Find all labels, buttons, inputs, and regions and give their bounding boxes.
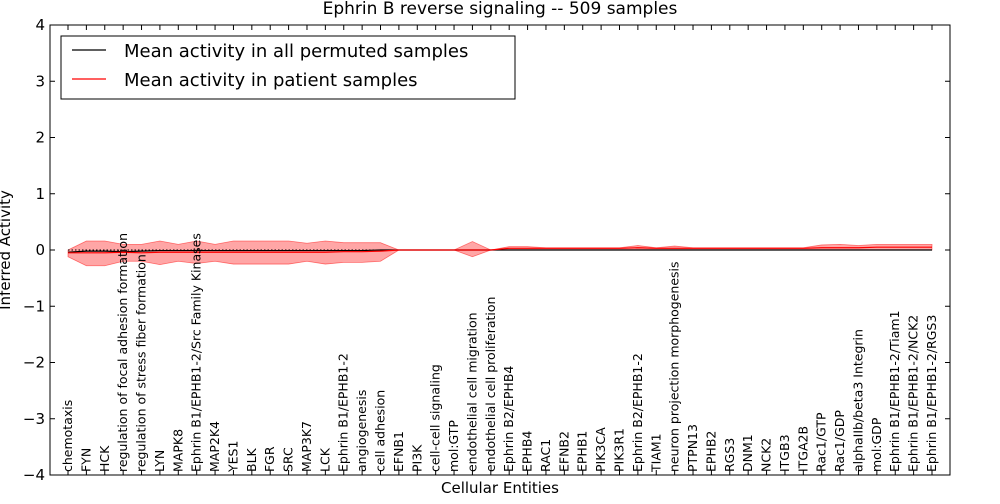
x-tick-label: Ephrin B2/EPHB1-2: [630, 353, 645, 472]
x-tick-label: FGR: [262, 446, 277, 472]
x-tick-label: MAP3K7: [299, 421, 314, 472]
x-tick-label: Rac1/GDP: [832, 410, 847, 472]
y-tick-label: 1: [35, 185, 45, 203]
x-tick-label: PTPN13: [685, 424, 700, 472]
x-tick-label: BLK: [244, 447, 259, 472]
x-tick-label: mol:GDP: [869, 417, 884, 472]
x-tick-label: RGS3: [722, 438, 737, 472]
y-tick-label: 4: [35, 16, 45, 34]
x-tick-label: NCK2: [759, 438, 774, 472]
x-tick-label: EPHB4: [520, 431, 535, 472]
y-tick-label: −1: [23, 297, 45, 315]
x-tick-label: Ephrin B1/EPHB1-2/RGS3: [924, 315, 939, 472]
x-tick-label: PIK3CA: [593, 427, 608, 472]
legend-label-patient: Mean activity in patient samples: [124, 70, 418, 91]
x-tick-label: Ephrin B2/EPHB4: [501, 366, 516, 472]
x-tick-label: EPHB2: [703, 431, 718, 472]
x-tick-label: SRC: [281, 447, 296, 472]
x-tick-label: EFNB1: [391, 431, 406, 472]
y-tick-label: 3: [35, 72, 45, 90]
x-tick-label: ITGA2B: [795, 426, 810, 472]
x-tick-label: MAP2K4: [207, 421, 222, 472]
x-tick-label: FYN: [78, 448, 93, 472]
x-tick-label: ITGB3: [777, 434, 792, 472]
x-tick-label: Ephrin B1/EPHB1-2/NCK2: [906, 315, 921, 472]
y-tick-label: −4: [23, 466, 45, 484]
x-tick-label: MAPK8: [170, 429, 185, 472]
x-tick-label: LYN: [152, 450, 167, 472]
x-tick-label: Rac1/GTP: [814, 412, 829, 472]
x-tick-label: endothelial cell proliferation: [483, 297, 498, 472]
y-axis-ticks: −4 −3 −2 −1 0 1 2 3 4: [23, 16, 950, 484]
x-tick-label: PIK3R1: [611, 428, 626, 472]
x-tick-label: alphaIIb/beta3 Integrin: [850, 329, 865, 472]
x-tick-label: mol:GTP: [446, 420, 461, 472]
x-tick-label: DNM1: [740, 434, 755, 472]
series-line-patient: [68, 246, 932, 254]
x-tick-label: Ephrin B1/EPHB1-2/Tiam1: [887, 310, 902, 472]
x-tick-label: angiogenesis: [354, 390, 369, 472]
x-tick-label: TIAM1: [648, 433, 663, 473]
x-tick-label: endothelial cell migration: [464, 312, 479, 472]
y-tick-label: −2: [23, 354, 45, 372]
x-tick-label: RAC1: [538, 439, 553, 472]
series-line-permuted: [67, 249, 932, 253]
x-tick-label: regulation of stress fiber formation: [134, 254, 149, 472]
x-tick-label: PI3K: [409, 444, 424, 472]
x-tick-label: cell-cell signaling: [428, 364, 443, 472]
series-lines: [67, 246, 932, 254]
legend: Mean activity in all permuted samples Me…: [60, 35, 516, 100]
x-tick-label: chemotaxis: [60, 400, 75, 472]
chart-title: Ephrin B reverse signaling -- 509 sample…: [323, 0, 678, 19]
x-tick-label: YES1: [225, 441, 240, 473]
x-tick-label: LCK: [317, 447, 332, 472]
x-tick-label: regulation of focal adhesion formation: [115, 233, 130, 472]
x-tick-label: EPHB1: [575, 431, 590, 472]
x-tick-label: HCK: [97, 445, 112, 472]
x-tick-label: Ephrin B1/EPHB1-2: [336, 353, 351, 472]
legend-box: [60, 35, 516, 100]
x-tick-label: Ephrin B1/EPHB1-2/Src Family Kinases: [189, 233, 204, 472]
x-tick-label: neuron projection morphogenesis: [667, 261, 682, 472]
y-tick-label: −3: [23, 410, 45, 428]
x-axis-label: Cellular Entities: [441, 479, 559, 497]
y-tick-label: 2: [35, 129, 45, 147]
y-tick-label: 0: [35, 241, 45, 259]
y-axis-label: Inferred Activity: [0, 190, 14, 310]
x-axis-ticks: chemotaxis FYN HCK regulation of focal adhe…: [60, 25, 939, 475]
x-tick-label: EFNB2: [556, 431, 571, 472]
x-tick-label: cell adhesion: [373, 390, 388, 472]
legend-label-permuted: Mean activity in all permuted samples: [124, 41, 468, 62]
